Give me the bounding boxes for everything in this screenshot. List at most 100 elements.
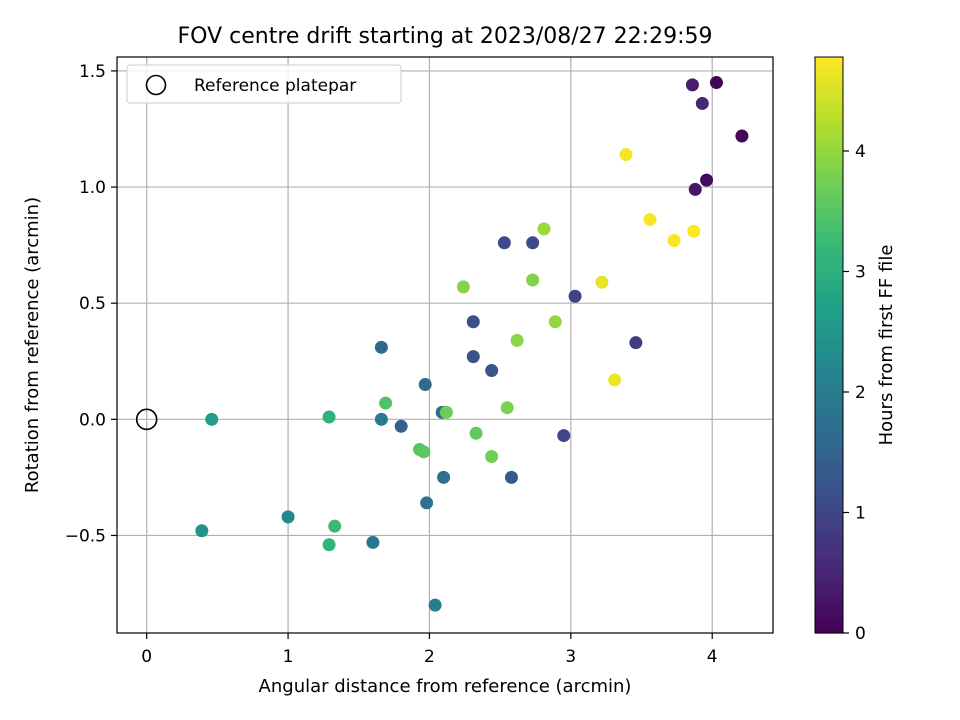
colorbar-frame [814,56,844,634]
colorbar-segment [815,411,843,418]
reference-layer [135,408,158,431]
colorbar-segment [815,609,843,616]
x-tick-label: 4 [707,647,718,667]
colorbar-segment [815,531,843,538]
colorbar-segment [815,327,843,334]
colorbar-segment [815,309,843,316]
colorbar-segment [815,507,843,514]
colorbar-segment [815,579,843,586]
colorbar-segment [815,627,843,634]
colorbar-segment [815,267,843,274]
data-point [526,273,540,287]
x-axis-label: Angular distance from reference (arcmin) [259,676,632,697]
colorbar-segment [815,159,843,166]
colorbar-segment [815,261,843,268]
colorbar-tick-label: 0 [855,624,866,644]
data-point [469,426,483,440]
colorbar-segment [815,561,843,568]
data-point [510,333,524,347]
data-point [497,236,511,250]
colorbar-segment [815,555,843,562]
colorbar-segment [815,165,843,172]
colorbar-segment [815,75,843,82]
colorbar-segment [815,285,843,292]
colorbar-segment [815,621,843,628]
colorbar-segment [815,147,843,154]
y-axis-label: Rotation from reference (arcmin) [22,197,43,493]
colorbar-segment [815,483,843,490]
data-point [568,289,582,303]
data-point [526,236,540,250]
colorbar-segment [815,549,843,556]
grid [117,57,773,633]
colorbar-gradient [815,57,843,634]
colorbar-segment [815,249,843,256]
colorbar-segment [815,279,843,286]
colorbar-segment [815,525,843,532]
data-point [700,173,714,187]
colorbar-segment [815,111,843,118]
data-point [394,419,408,433]
colorbar-segment [815,333,843,340]
colorbar-segment [815,231,843,238]
data-point [205,412,219,426]
colorbar-segment [815,543,843,550]
colorbar-segment [815,423,843,430]
colorbar: 0 1 2 3 4 Hours from first FF file [814,56,897,644]
colorbar-segment [815,219,843,226]
y-tick-label: 0.0 [79,410,106,430]
colorbar-segment [815,615,843,622]
x-tick-label: 3 [565,647,576,667]
colorbar-segment [815,117,843,124]
data-point [595,275,609,289]
colorbar-segment [815,243,843,250]
colorbar-segment [815,465,843,472]
colorbar-segment [815,315,843,322]
colorbar-segment [815,297,843,304]
colorbar-segment [815,417,843,424]
colorbar-segment [815,573,843,580]
colorbar-segment [815,273,843,280]
colorbar-segment [815,501,843,508]
colorbar-segment [815,129,843,136]
colorbar-segment [815,477,843,484]
data-point [437,470,451,484]
data-point [485,364,499,378]
colorbar-segment [815,567,843,574]
data-point [374,340,388,354]
colorbar-segment [815,213,843,220]
data-point [485,449,499,463]
colorbar-segment [815,105,843,112]
data-point [466,315,480,329]
x-tick-label: 2 [424,647,435,667]
data-point [500,401,514,415]
data-point [328,519,342,533]
colorbar-segment [815,255,843,262]
legend-box [126,64,402,104]
data-point [687,224,701,238]
y-tick-label: 1.0 [79,178,106,198]
reference-point [135,408,158,431]
colorbar-segment [815,201,843,208]
colorbar-segment [815,537,843,544]
colorbar-segment [815,495,843,502]
colorbar-segment [815,225,843,232]
colorbar-segment [815,171,843,178]
data-point [456,280,470,294]
data-point [366,535,380,549]
colorbar-segment [815,69,843,76]
plot-frame [116,56,774,634]
colorbar-segment [815,357,843,364]
data-point [281,510,295,524]
colorbar-segment [815,447,843,454]
colorbar-segment [815,441,843,448]
colorbar-segment [815,591,843,598]
colorbar-segment [815,153,843,160]
data-point [466,350,480,364]
colorbar-segment [815,81,843,88]
data-point [374,412,388,426]
colorbar-segment [815,429,843,436]
colorbar-segment [815,381,843,388]
data-point [379,396,393,410]
colorbar-segment [815,291,843,298]
